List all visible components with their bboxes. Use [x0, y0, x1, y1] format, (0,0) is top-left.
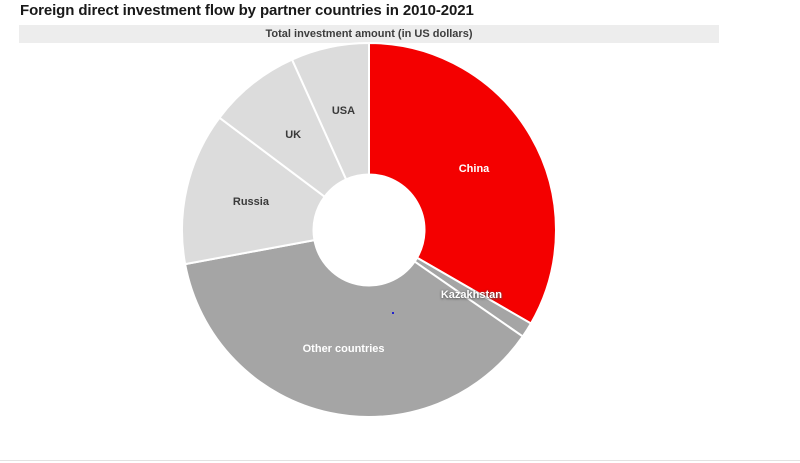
pie-slice-usa[interactable] [291, 42, 370, 181]
footer: Source: Agency for Statistics under the … [20, 424, 660, 463]
pie-slice-china[interactable] [368, 42, 557, 325]
stray-blue-dot [392, 312, 394, 314]
bottom-divider [0, 460, 800, 461]
subtitle-band: Total investment amount (in US dollars) [19, 25, 719, 43]
subtitle-text: Total investment amount (in US dollars) [265, 28, 473, 40]
pie-slice-russia[interactable] [181, 116, 326, 266]
pie-slice-other-countries[interactable] [184, 239, 524, 419]
page-title: Foreign direct investment flow by partne… [20, 2, 474, 19]
